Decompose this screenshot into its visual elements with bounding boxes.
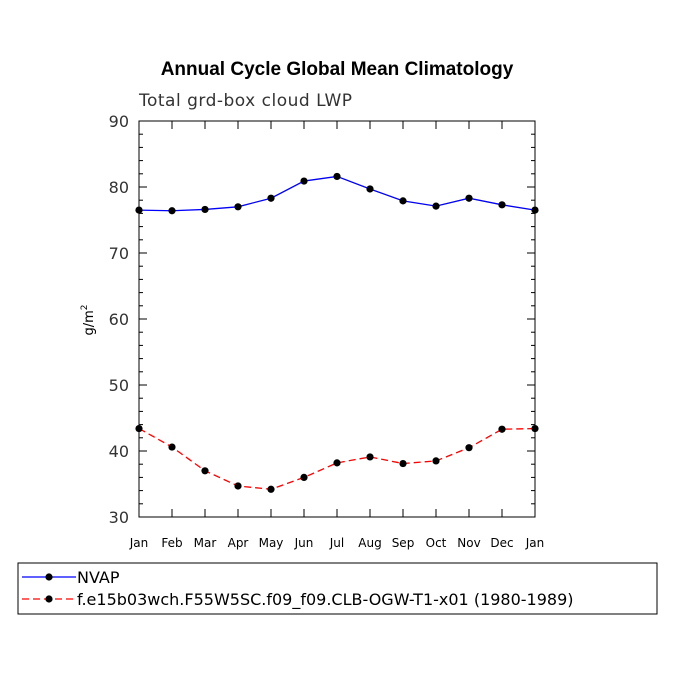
series-2-point [300, 473, 308, 481]
series-2-point [498, 425, 506, 433]
series-2-point [432, 457, 440, 465]
series-1-point [168, 207, 176, 215]
series-2-point [201, 467, 209, 475]
x-tick-label: Oct [426, 536, 447, 550]
plot-frame [138, 120, 536, 518]
legend-label-2: f.e15b03wch.F55W5SC.f09_f09.CLB-OGW-T1-x… [77, 590, 574, 610]
x-tick-label: Nov [457, 536, 480, 550]
legend: NVAP f.e15b03wch.F55W5SC.f09_f09.CLB-OGW-… [22, 568, 574, 610]
series-1-point [201, 205, 209, 214]
series-1-point [267, 194, 275, 202]
chart-title: Annual Cycle Global Mean Climatology [161, 59, 514, 80]
series-2-point [333, 459, 341, 467]
series-1-point [531, 206, 539, 214]
series-2-point [267, 485, 275, 493]
series-1-point [234, 203, 242, 211]
legend-marker-2 [45, 595, 53, 603]
y-tick-label: 50 [109, 376, 129, 395]
x-tick-label: May [259, 536, 284, 550]
series-2-point [234, 482, 242, 490]
series-2-point [399, 459, 407, 468]
x-tick-label: Aug [358, 536, 381, 550]
y-axis-label-superscript: 2 [80, 304, 90, 310]
x-tick-label: Jan [129, 536, 149, 550]
series-2-point [366, 453, 374, 461]
series-line-2 [138, 427, 536, 490]
series-1-point [135, 206, 143, 214]
x-tick-label: Jan [525, 536, 545, 550]
axes: 30 40 50 60 70 80 90 Jan Feb Mar Apr May Jun Jul Aug Se… [109, 112, 545, 550]
series-1-point [432, 202, 440, 210]
series-layer [135, 172, 539, 493]
series-1-point [300, 177, 308, 185]
y-tick-label: 90 [109, 112, 129, 131]
series-1-point [465, 194, 473, 202]
y-tick-label: 30 [109, 508, 129, 527]
x-tick-label: Apr [228, 536, 249, 550]
series-1-point [366, 185, 374, 193]
series-2-point [465, 444, 473, 452]
series-1-point [399, 197, 407, 205]
chart-subtitle: Total grd-box cloud LWP [138, 91, 353, 111]
x-tick-label: Sep [392, 536, 415, 550]
series-2-point [531, 424, 539, 433]
x-tick-label: Mar [194, 536, 217, 550]
y-axis-label: g/m2 [80, 304, 97, 335]
y-tick-label: 70 [109, 244, 129, 263]
x-tick-label: Jul [329, 536, 344, 550]
legend-box [17, 562, 658, 615]
y-tick-label: 40 [109, 442, 129, 461]
x-tick-label: Feb [161, 536, 182, 550]
legend-marker-1 [45, 573, 53, 581]
series-2-point [168, 443, 176, 451]
x-tick-label: Jun [294, 536, 314, 550]
series-1-point [498, 201, 506, 209]
y-axis-label-unit: g/m [82, 310, 97, 335]
series-line-1 [138, 175, 536, 212]
legend-label-1: NVAP [77, 568, 120, 587]
y-tick-label: 60 [109, 310, 129, 329]
x-tick-label: Dec [490, 536, 513, 550]
y-tick-label: 80 [109, 178, 129, 197]
series-2-point [135, 424, 143, 433]
series-1-point [333, 172, 341, 181]
